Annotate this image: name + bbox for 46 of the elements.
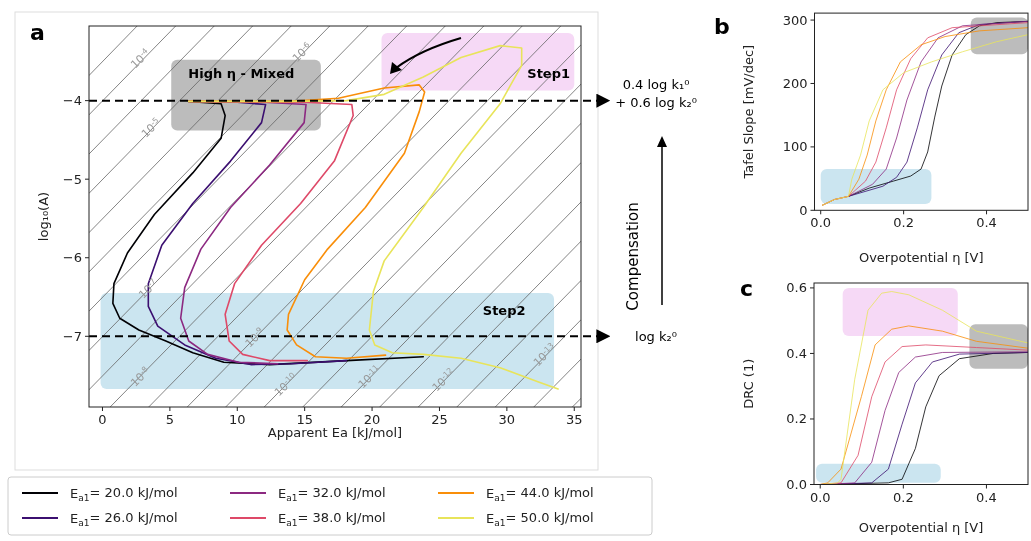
y-tick-label: −5 bbox=[62, 171, 82, 187]
y-axis-title: Tafel Slope [mV/dec] bbox=[741, 44, 756, 180]
y-tick-label: 0.0 bbox=[786, 477, 807, 492]
x-tick-label: 15 bbox=[296, 412, 313, 427]
ref-line-label: 0.4 log k₁⁰ + 0.6 log k₂⁰ bbox=[615, 76, 697, 110]
legend-label: E$_{a1}$= 26.0 kJ/mol bbox=[70, 509, 178, 528]
legend-label: E$_{a1}$= 20.0 kJ/mol bbox=[70, 484, 178, 503]
legend-label: E$_{a1}$= 50.0 kJ/mol bbox=[486, 509, 594, 528]
y-tick-label: −4 bbox=[62, 93, 82, 109]
y-tick-label: 0 bbox=[799, 202, 808, 218]
legend-label: E$_{a1}$= 32.0 kJ/mol bbox=[278, 484, 386, 503]
annotation: High η - Mixed bbox=[188, 66, 295, 82]
x-axis-title: Apparent Ea [kJ/mol] bbox=[267, 425, 403, 440]
y-tick-label: 300 bbox=[782, 12, 808, 28]
annotation: Step1 bbox=[527, 66, 571, 82]
y-tick-label: −7 bbox=[62, 328, 82, 344]
y-axis-title: log₁₀(A) bbox=[36, 191, 51, 242]
x-tick-label: 0 bbox=[98, 412, 107, 427]
chart-title: b bbox=[714, 14, 730, 39]
x-tick-label: 0.0 bbox=[809, 489, 831, 505]
legend-label: E$_{a1}$= 38.0 kJ/mol bbox=[278, 509, 386, 528]
x-tick-label: 20 bbox=[363, 412, 381, 427]
legend-label: E$_{a1}$= 44.0 kJ/mol bbox=[486, 484, 594, 503]
x-tick-label: 0.2 bbox=[893, 215, 914, 231]
y-tick-label: −6 bbox=[62, 250, 82, 266]
x-tick-label: 30 bbox=[498, 412, 516, 427]
x-tick-label: 0.2 bbox=[893, 489, 914, 505]
x-tick-label: 5 bbox=[165, 412, 175, 427]
x-axis-title: Overpotential η [V] bbox=[858, 250, 984, 265]
y-tick-label: 0.4 bbox=[786, 345, 807, 361]
x-tick-label: 35 bbox=[565, 412, 583, 427]
x-tick-label: 0.4 bbox=[976, 215, 997, 231]
x-tick-label: 10 bbox=[229, 412, 246, 427]
ref-line-label: log k₂⁰ bbox=[635, 329, 677, 345]
x-tick-label: 0.4 bbox=[976, 489, 997, 505]
y-tick-label: 200 bbox=[782, 75, 808, 91]
x-tick-label: 0.0 bbox=[810, 215, 832, 231]
x-axis-title: Overpotential η [V] bbox=[858, 520, 984, 535]
y-tick-label: 0.6 bbox=[786, 280, 807, 296]
x-tick-label: 25 bbox=[431, 412, 448, 427]
y-axis-title: DRC (1) bbox=[741, 358, 756, 409]
annotation: Step2 bbox=[482, 303, 526, 319]
chart-title: c bbox=[740, 276, 754, 301]
chart-title: a bbox=[30, 20, 45, 45]
y-tick-label: 100 bbox=[782, 139, 808, 155]
text: Compensation bbox=[624, 202, 642, 311]
